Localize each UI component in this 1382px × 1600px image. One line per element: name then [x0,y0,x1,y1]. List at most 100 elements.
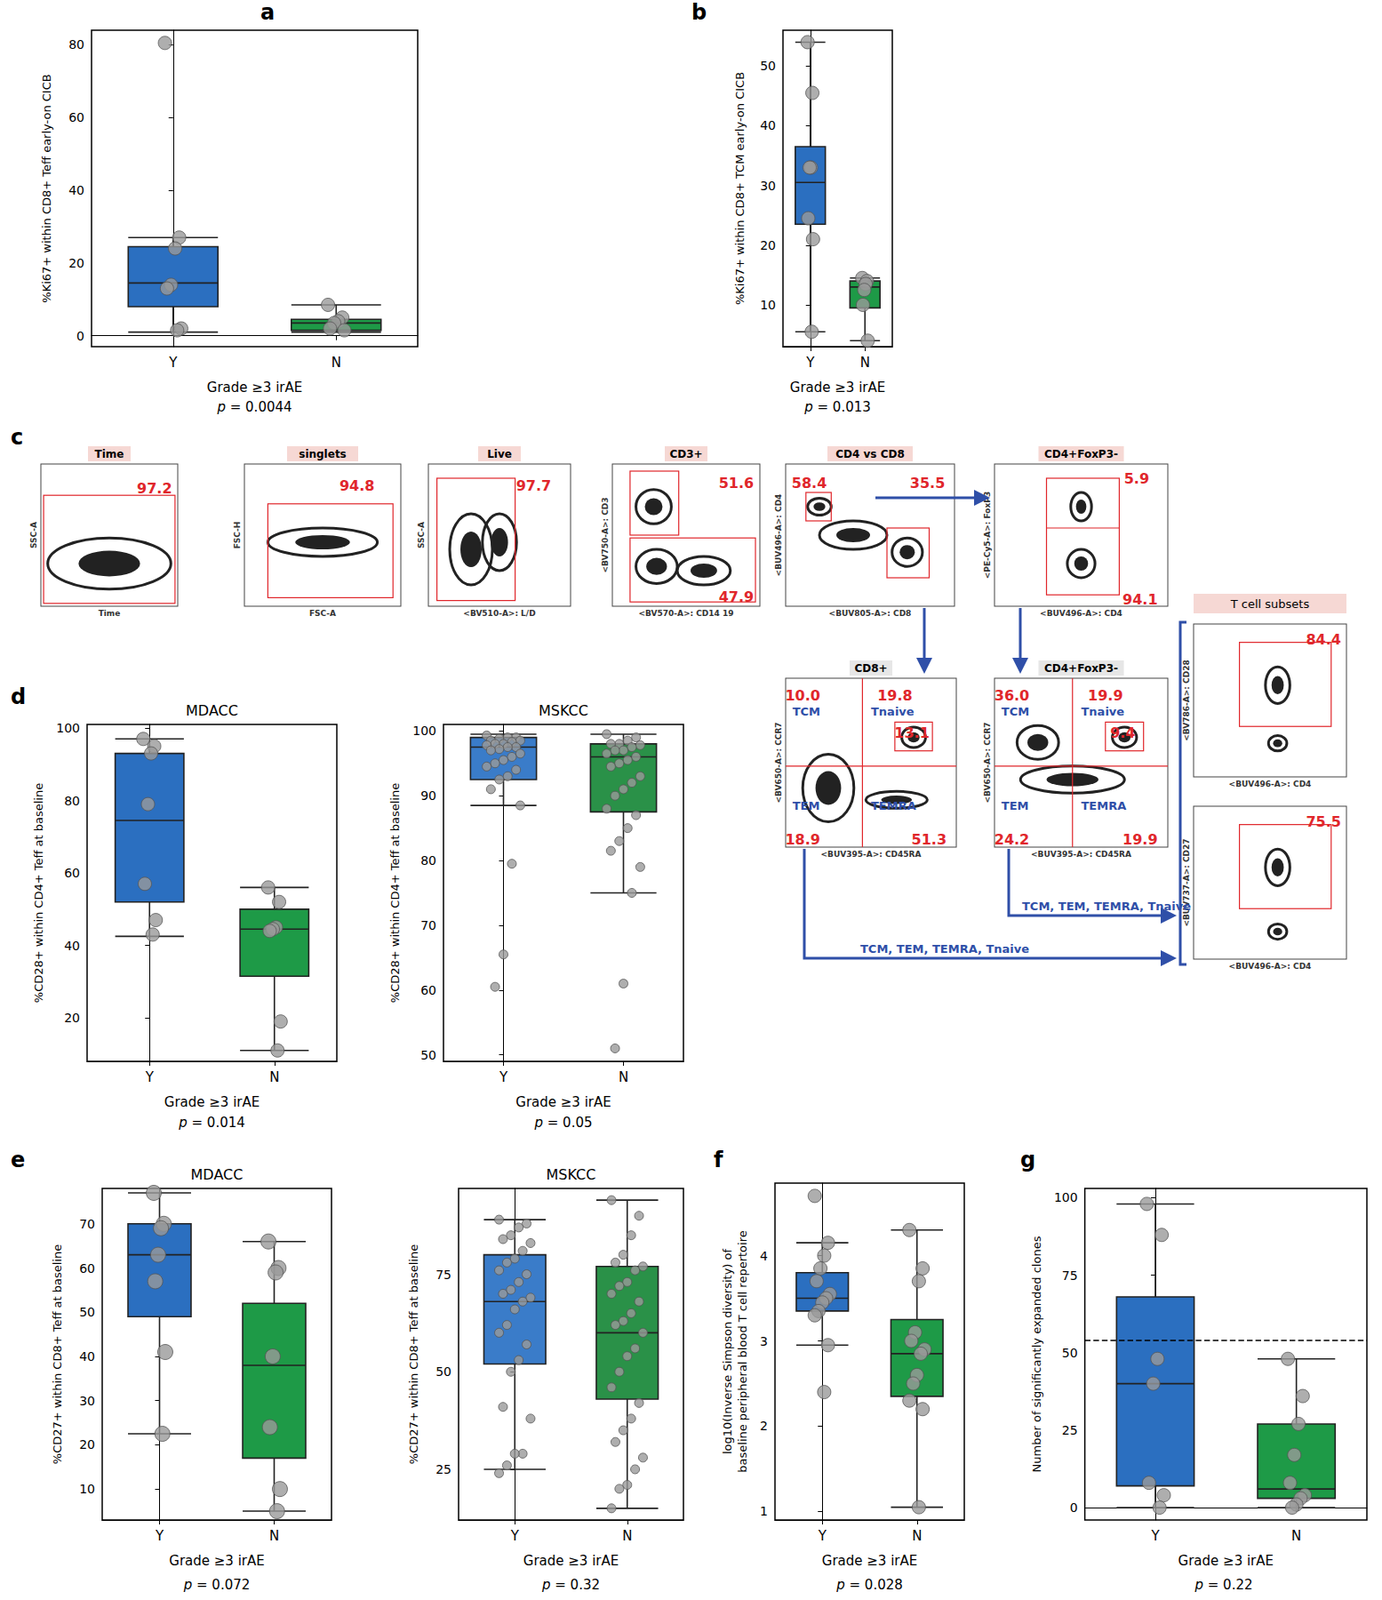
svg-text:40: 40 [63,938,80,953]
svg-text:Time: Time [95,447,125,461]
svg-text:94.8: 94.8 [339,477,375,495]
svg-text:TEM: TEM [792,798,821,813]
svg-text:Y: Y [510,1527,520,1544]
svg-text:13.1: 13.1 [894,724,929,742]
svg-text:TEMRA: TEMRA [870,798,917,813]
svg-text:<BUV496-A>: CD4: <BUV496-A>: CD4 [1229,779,1312,789]
svg-text:25: 25 [435,1461,452,1477]
svg-text:70: 70 [79,1216,96,1231]
svg-text:<BUV805-A>: CD8: <BUV805-A>: CD8 [829,608,912,618]
svg-text:N: N [269,1069,280,1086]
svg-text:<BV650-A>: CCR7: <BV650-A>: CCR7 [774,721,783,803]
svg-text:TCM: TCM [1001,704,1030,719]
svg-text:<BV786-A>: CD28: <BV786-A>: CD28 [1182,659,1191,741]
svg-text:18.9: 18.9 [784,830,820,848]
svg-text:Y: Y [817,1527,828,1544]
svg-text:Grade ≥3 irAE: Grade ≥3 irAE [168,1552,264,1569]
svg-text:Number of significantly expand: Number of significantly expanded clones [1030,1235,1044,1472]
svg-text:3: 3 [759,1334,768,1349]
svg-text:CD4+FoxP3-: CD4+FoxP3- [1044,662,1119,675]
svg-text:<BUV395-A>: CD45RA: <BUV395-A>: CD45RA [821,849,922,859]
svg-text:SSC-A: SSC-A [29,521,39,549]
svg-text:5.9: 5.9 [1124,470,1150,488]
svg-text:singlets: singlets [298,447,347,461]
svg-text:20: 20 [759,238,776,253]
svg-text:36.0: 36.0 [994,687,1030,704]
svg-text:SSC-A: SSC-A [416,521,426,549]
svg-text:47.9: 47.9 [718,588,754,606]
svg-text:%CD27+ within CD8+ Teff at bas: %CD27+ within CD8+ Teff at baseline [407,1244,421,1464]
svg-text:90: 90 [420,788,437,803]
svg-text:TEM: TEM [1001,798,1030,813]
svg-text:58.4: 58.4 [791,474,827,492]
svg-text:10: 10 [759,297,776,312]
svg-text:Y: Y [805,354,815,371]
svg-text:Y: Y [154,1527,165,1544]
svg-text:100: 100 [1054,1190,1079,1205]
svg-text:100: 100 [55,720,80,735]
svg-text:50: 50 [759,58,776,73]
svg-text:25: 25 [1062,1422,1079,1438]
svg-text:CD4+FoxP3-: CD4+FoxP3- [1044,447,1119,461]
svg-text:75.5: 75.5 [1305,813,1341,831]
svg-text:N: N [331,354,342,371]
svg-text:<BUV395-A>: CD45RA: <BUV395-A>: CD45RA [1030,849,1132,859]
svg-text:10: 10 [79,1481,96,1496]
svg-text:9.4: 9.4 [1110,724,1135,742]
svg-text:60: 60 [79,1261,96,1276]
svg-text:Y: Y [1150,1527,1160,1544]
svg-text:N: N [860,354,871,371]
svg-text:%CD27+ within CD8+ Teff at bas: %CD27+ within CD8+ Teff at baseline [50,1244,64,1464]
svg-text:20: 20 [79,1437,96,1452]
svg-text:40: 40 [79,1349,96,1364]
svg-text:50: 50 [1062,1345,1079,1360]
svg-text:19.9: 19.9 [1122,830,1158,848]
svg-text:80: 80 [68,37,85,52]
svg-text:75: 75 [1062,1268,1079,1283]
svg-text:Grade ≥3 irAE: Grade ≥3 irAE [790,379,886,396]
svg-text:70: 70 [420,918,437,933]
svg-text:60: 60 [68,110,85,125]
svg-text:N: N [618,1069,629,1086]
svg-text:Y: Y [167,354,178,371]
svg-text:0: 0 [1070,1500,1079,1515]
svg-text:TCM: TCM [792,704,821,719]
svg-text:35.5: 35.5 [910,474,945,492]
svg-text:Grade ≥3 irAE: Grade ≥3 irAE [822,1552,918,1569]
svg-text:1: 1 [759,1503,768,1518]
svg-text:baseline peripheral blood T ce: baseline peripheral blood T cell reperto… [735,1230,750,1472]
svg-text:%CD28+ within CD4+ Teff at bas: %CD28+ within CD4+ Teff at baseline [388,782,402,1003]
svg-text:<BV510-A>: L/D: <BV510-A>: L/D [463,608,536,618]
svg-text:80: 80 [420,853,437,868]
svg-text:19.9: 19.9 [1087,687,1123,704]
svg-text:T cell subsets: T cell subsets [1230,597,1311,611]
svg-text:FSC-A: FSC-A [309,608,336,618]
svg-text:CD8+: CD8+ [854,662,887,675]
svg-text:51.6: 51.6 [718,474,754,492]
svg-text:97.2: 97.2 [136,479,172,497]
svg-text:Grade ≥3 irAE: Grade ≥3 irAE [207,379,303,396]
svg-text:100: 100 [412,723,437,738]
svg-text:30: 30 [759,178,776,193]
svg-text:%CD28+ within CD4+ Teff at bas: %CD28+ within CD4+ Teff at baseline [31,782,46,1003]
svg-text:50: 50 [435,1364,452,1379]
svg-text:<BV650-A>: CCR7: <BV650-A>: CCR7 [982,721,992,803]
svg-text:0: 0 [76,328,85,344]
svg-text:20: 20 [68,255,85,271]
svg-text:Tnaive: Tnaive [870,704,915,719]
svg-text:%Ki67+ within CD8+ TCM early-o: %Ki67+ within CD8+ TCM early-on CICB [733,71,747,305]
svg-text:Tnaive: Tnaive [1081,704,1126,719]
svg-text:<BV570-A>: CD14 19: <BV570-A>: CD14 19 [638,608,734,618]
svg-text:10.0: 10.0 [784,687,820,704]
svg-text:Y: Y [144,1069,155,1086]
svg-text:40: 40 [759,118,776,133]
svg-text:<BUV496-A>: CD4: <BUV496-A>: CD4 [774,494,783,577]
svg-text:80: 80 [63,793,80,808]
svg-text:94.1: 94.1 [1122,591,1158,608]
svg-text:24.2: 24.2 [994,830,1030,848]
svg-text:Grade ≥3 irAE: Grade ≥3 irAE [515,1094,611,1111]
svg-text:Grade ≥3 irAE: Grade ≥3 irAE [1178,1552,1274,1569]
svg-text:50: 50 [79,1304,96,1319]
svg-text:20: 20 [63,1010,80,1025]
svg-text:%Ki67+ within CD8+ Teff early-: %Ki67+ within CD8+ Teff early-on CICB [39,73,54,303]
